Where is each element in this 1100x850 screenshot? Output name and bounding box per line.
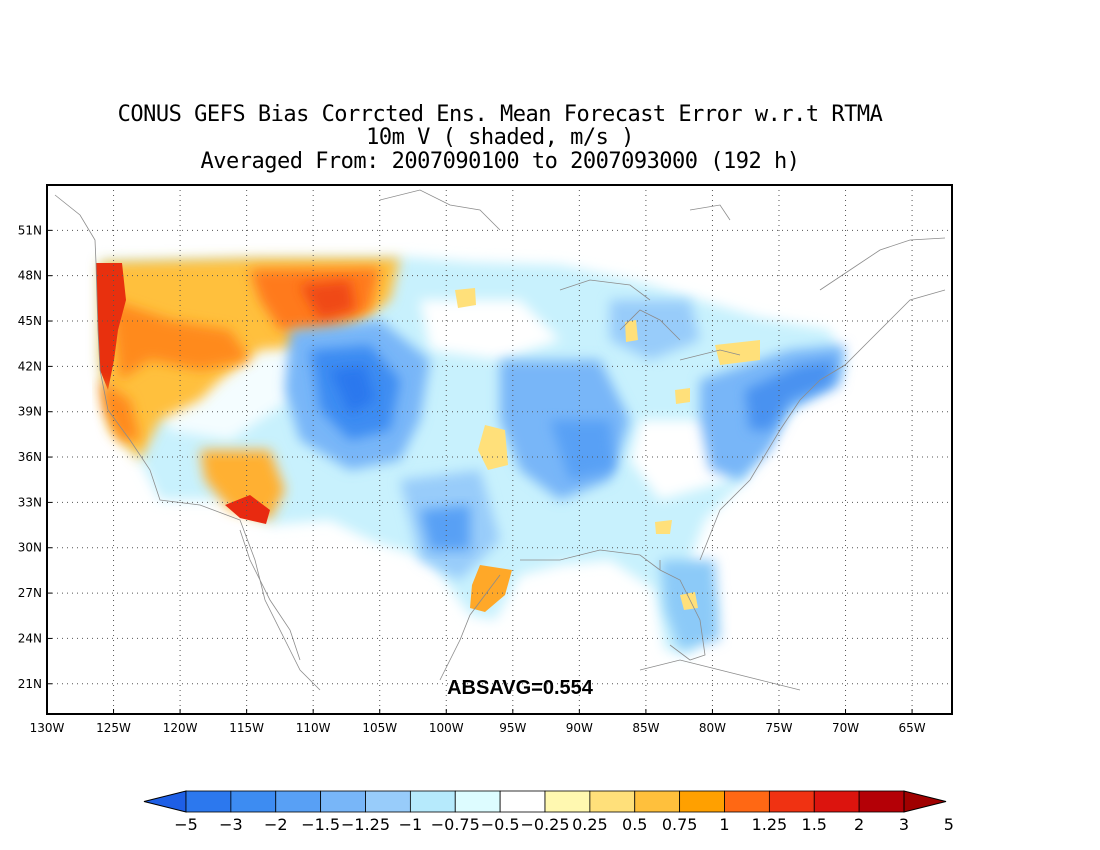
colorbar-label: 0.25 (572, 815, 608, 834)
colorbar-label: 0.5 (622, 815, 647, 834)
colorbar-label: −3 (219, 815, 243, 834)
colorbar-label: −5 (174, 815, 198, 834)
lon-tick-label: 75W (765, 721, 792, 735)
arizona-hotspot (225, 495, 270, 524)
colorbar-box (768, 790, 815, 813)
colorbar-label: 0.75 (662, 815, 698, 834)
lon-tick-label: 130W (30, 721, 65, 735)
lat-tick-label: 48N (18, 269, 42, 283)
lon-tick-label: 70W (832, 721, 859, 735)
colorbar-label: −1 (399, 815, 423, 834)
lon-tick-label: 85W (632, 721, 659, 735)
colorbar-box (858, 790, 905, 813)
colorbar-box (454, 790, 501, 813)
colorbar-box (813, 790, 860, 813)
lat-tick-label: 21N (18, 677, 42, 691)
latitude-labels: 51N 48N 45N 42N 39N 36N 33N 30N 27N 24N 21N (18, 223, 52, 691)
colorbar-underflow-triangle (143, 790, 187, 813)
lon-tick-label: 65W (899, 721, 926, 735)
colorbar-label: −0.25 (520, 815, 569, 834)
colorbar-label: 2 (854, 815, 864, 834)
colorbar-label: 1.25 (752, 815, 788, 834)
colorbar-label: 5 (944, 815, 954, 834)
colorbar-label: 1.5 (802, 815, 827, 834)
lat-tick-label: 24N (18, 631, 42, 645)
lat-tick-label: 51N (18, 223, 42, 237)
lon-tick-label: 110W (296, 721, 331, 735)
coastlines (54, 189, 946, 691)
lat-tick-label: 42N (18, 359, 42, 373)
lat-tick-label: 30N (18, 541, 42, 555)
title-line-2: 10m V ( shaded, m/s ) (366, 125, 634, 150)
texas-coast-warm (470, 565, 512, 612)
colorbar-label: 3 (899, 815, 909, 834)
lon-tick-label: 125W (96, 721, 131, 735)
colorbar-label: −0.5 (481, 815, 520, 834)
florida-warm-spot (680, 592, 698, 610)
colorbar-box (320, 790, 366, 813)
lon-tick-label: 105W (362, 721, 397, 735)
colorbar-labels: −5 −3 −2 −1.5 −1.25 −1 −0.75 −0.5 −0.25 0.25 0.5 0.… (174, 815, 954, 834)
colorbar-box (275, 790, 322, 813)
absavg-annotation: ABSAVG=0.554 (447, 677, 594, 699)
colorbar-box (185, 790, 232, 813)
lat-tick-label: 39N (18, 405, 42, 419)
lon-tick-label: 95W (499, 721, 526, 735)
colorbar-label: 1 (719, 815, 729, 834)
lon-tick-label: 115W (229, 721, 264, 735)
colorbar-box (409, 790, 456, 813)
map-panel: 51N 48N 45N 42N 39N 36N 33N 30N 27N 24N 21N 130W 12… (18, 184, 953, 735)
map-frame (46, 184, 953, 715)
colorbar-overflow-triangle (903, 790, 947, 813)
lon-tick-label: 80W (699, 721, 726, 735)
colorbar-box (365, 790, 411, 813)
shaded-field (96, 257, 845, 655)
pacific-nw-coast (96, 263, 126, 390)
colorbar-box (724, 790, 770, 813)
lon-tick-label: 100W (429, 721, 464, 735)
colorbar-label: −0.75 (431, 815, 480, 834)
lon-tick-label: 120W (163, 721, 198, 735)
colorbar-label: −1.25 (341, 815, 390, 834)
title-line-1: CONUS GEFS Bias Corrcted Ens. Mean Forec… (117, 102, 883, 127)
colorbar-label: −1.5 (301, 815, 340, 834)
longitude-labels: 130W 125W 120W 115W 110W 105W 100W 95W 90W 85W 80W… (30, 709, 926, 735)
colorbar-box (634, 790, 681, 813)
lon-tick-label: 90W (566, 721, 593, 735)
colorbar-box (544, 790, 591, 813)
lat-tick-label: 45N (18, 314, 42, 328)
title-line-3: Averaged From: 2007090100 to 2007093000 … (200, 149, 800, 174)
colorbar-box (499, 790, 546, 813)
colorbar-box (679, 790, 725, 813)
lat-tick-label: 36N (18, 450, 42, 464)
colorbar-box (589, 790, 636, 813)
lat-tick-label: 33N (18, 495, 42, 509)
lat-tick-label: 27N (18, 586, 42, 600)
colorbar-label: −2 (264, 815, 288, 834)
colorbar-box (230, 790, 277, 813)
graticule (47, 185, 952, 714)
